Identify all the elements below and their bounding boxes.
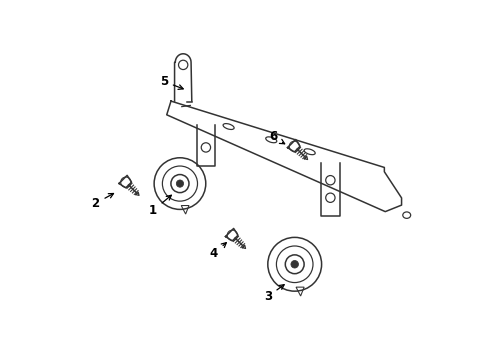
Text: 6: 6 [268,130,284,144]
Circle shape [176,180,183,187]
Text: 4: 4 [209,243,226,260]
Circle shape [290,261,298,268]
Text: 3: 3 [263,285,284,303]
Text: 5: 5 [160,75,183,89]
Text: 2: 2 [91,193,113,210]
Text: 1: 1 [149,195,171,217]
